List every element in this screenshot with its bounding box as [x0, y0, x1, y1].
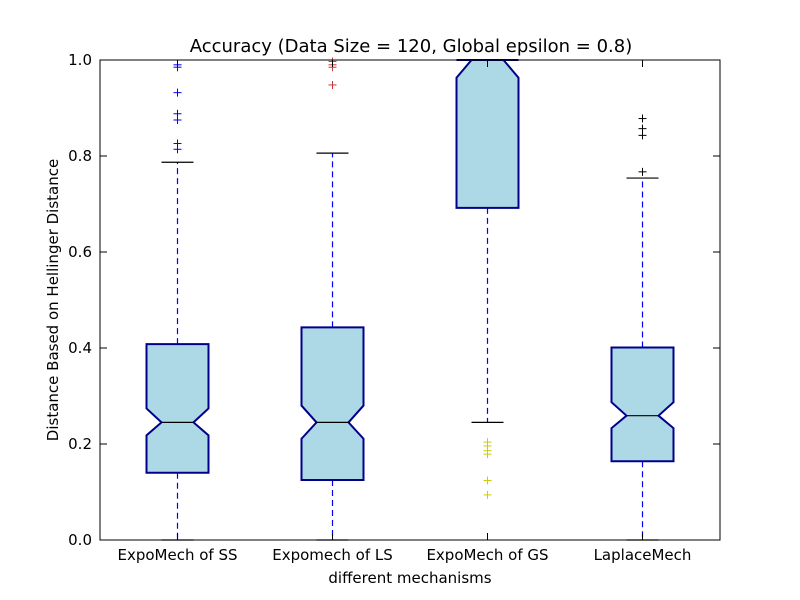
- plot-area: [145, 57, 675, 541]
- y-tick-label: 0.4: [68, 339, 92, 357]
- flier-point: [638, 124, 647, 133]
- flier-point: [638, 131, 647, 140]
- plot-frame: [99, 59, 721, 541]
- flier-point: [483, 450, 492, 459]
- notched-box: [610, 346, 675, 463]
- y-tick-label: 1.0: [68, 51, 92, 69]
- x-axis-label: different mechanisms: [328, 569, 491, 587]
- x-axis: ExpoMech of SS Expomech of LS ExpoMech of …: [117, 60, 691, 564]
- chart-title: Accuracy (Data Size = 120, Global epsilo…: [190, 36, 633, 57]
- box-group-4: [610, 114, 675, 541]
- x-tick-label: ExpoMech of SS: [117, 546, 237, 564]
- y-axis: 0.0 0.2 0.4 0.6 0.8 1.0: [68, 51, 720, 549]
- box-group-1: [145, 60, 210, 541]
- y-tick-label: 0.8: [68, 147, 92, 165]
- flier-point: [638, 167, 647, 176]
- x-tick-label: LaplaceMech: [594, 546, 692, 564]
- box-group-2: [300, 57, 365, 541]
- y-axis-label: Distance Based on Hellinger Distance: [44, 159, 62, 441]
- y-tick-label: 0.0: [68, 531, 92, 549]
- notched-box: [145, 343, 210, 474]
- y-tick-label: 0.6: [68, 243, 92, 261]
- notched-box: [455, 59, 520, 209]
- flier-point: [328, 80, 337, 89]
- flier-point: [173, 88, 182, 97]
- flier-point: [483, 476, 492, 485]
- x-tick-label: ExpoMech of GS: [426, 546, 548, 564]
- flier-point: [638, 114, 647, 123]
- flier-point: [483, 490, 492, 499]
- x-tick-label: Expomech of LS: [272, 546, 393, 564]
- y-tick-label: 0.2: [68, 435, 92, 453]
- flier-point: [173, 145, 182, 154]
- flier-point: [173, 116, 182, 124]
- box-group-3: [455, 59, 520, 499]
- notched-box: [300, 326, 365, 481]
